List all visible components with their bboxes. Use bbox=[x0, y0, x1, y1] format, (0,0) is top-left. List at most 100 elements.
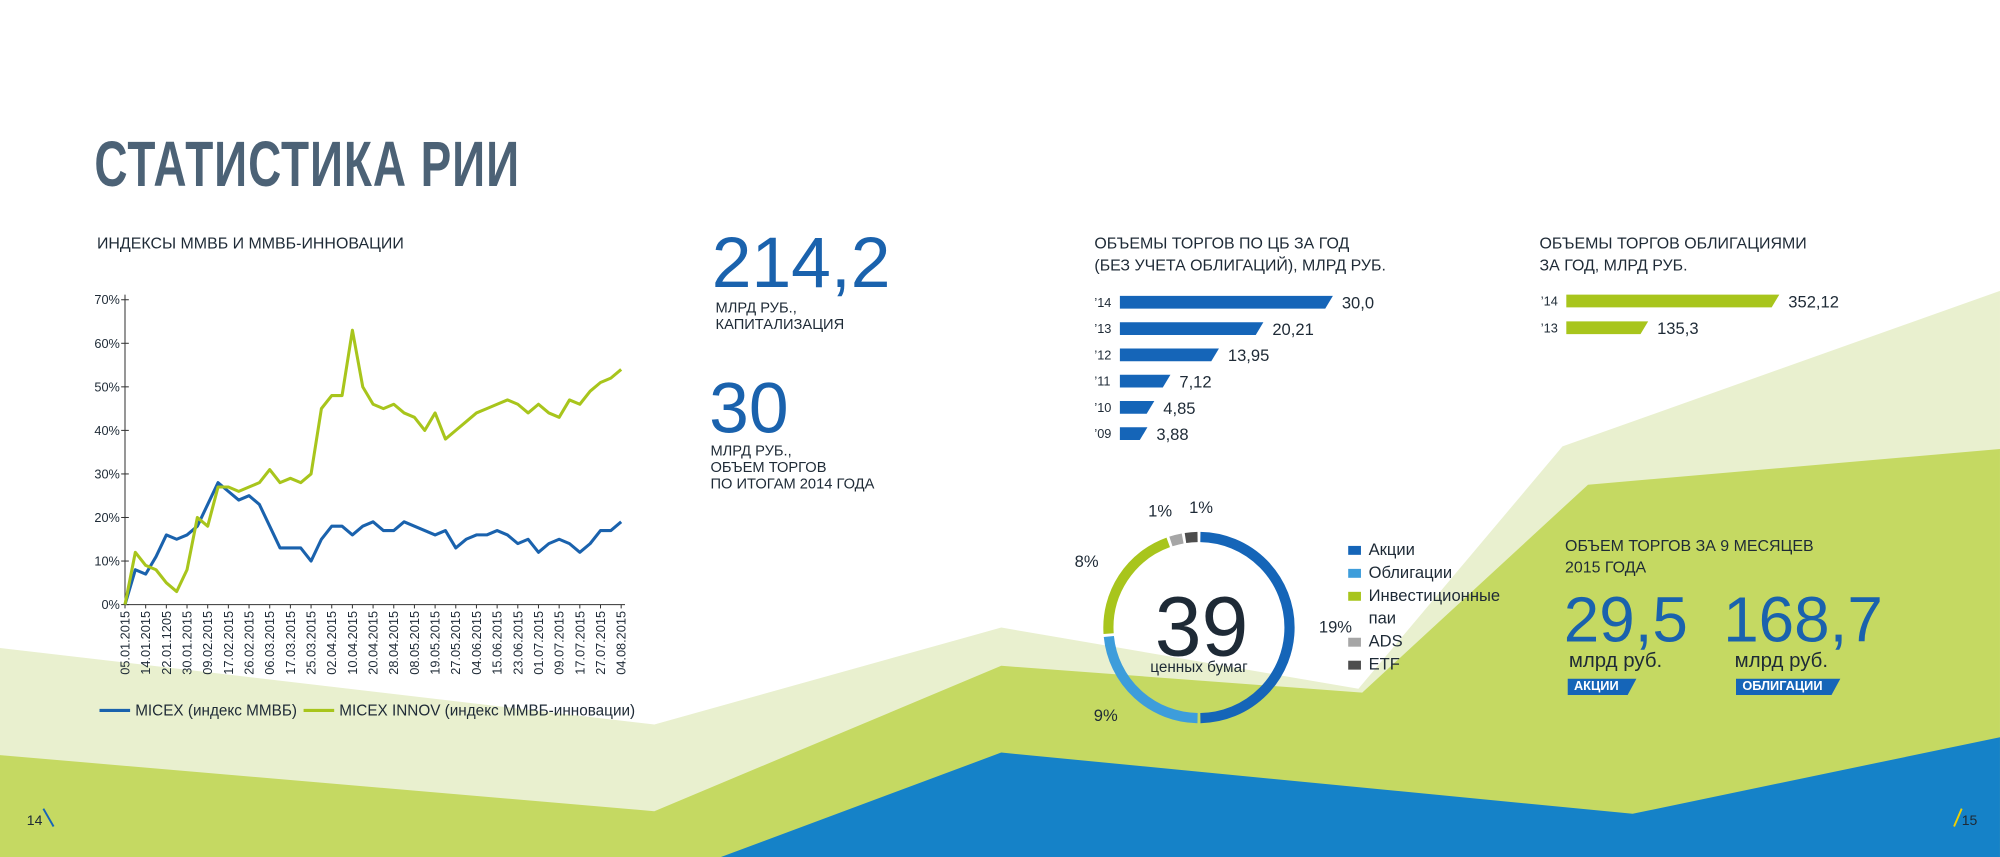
legend-swatch bbox=[1348, 660, 1361, 670]
x-tick-label: 17.07.2015 bbox=[572, 611, 587, 675]
y-tick-label: 0% bbox=[101, 597, 119, 612]
highlight-label: МЛРД РУБ., КАПИТАЛИЗАЦИЯ bbox=[715, 301, 845, 333]
x-tick-label: 27.07.2015 bbox=[593, 611, 608, 675]
value-label: 1% bbox=[1189, 498, 1213, 517]
bar bbox=[1119, 295, 1333, 309]
nine-months-tag: ОБЛИГАЦИИ bbox=[1736, 679, 1840, 696]
bg-blue bbox=[721, 737, 2000, 857]
legend-entry: Акции bbox=[1348, 538, 1501, 561]
x-tick-label: 19.05.2015 bbox=[428, 611, 443, 675]
highlight-value: 214,2 bbox=[711, 221, 891, 303]
category-label: ’12 bbox=[1094, 347, 1111, 362]
y-tick-label: 10% bbox=[94, 554, 120, 569]
legend-entry: ADS bbox=[1348, 630, 1501, 653]
legend-label: ETF bbox=[1368, 654, 1400, 674]
value-label: 8% bbox=[1075, 552, 1099, 571]
category-label: ’14 bbox=[1541, 293, 1558, 308]
value-label: 135,3 bbox=[1657, 319, 1699, 338]
page-mark bbox=[42, 808, 55, 827]
nine-months-title: ОБЪЕМ ТОРГОВ ЗА 9 МЕСЯЦЕВ 2015 ГОДА bbox=[1565, 536, 1814, 577]
donut-segment bbox=[1169, 533, 1184, 547]
category-label: ’13 bbox=[1541, 320, 1558, 335]
category-label: ’09 bbox=[1094, 426, 1111, 441]
category-label: ’14 bbox=[1094, 295, 1111, 310]
x-tick-label: 28.04.2015 bbox=[386, 611, 401, 675]
legend-label: Инвестиционные паи bbox=[1368, 585, 1501, 628]
bar bbox=[1119, 374, 1171, 388]
y-tick-label: 50% bbox=[94, 379, 120, 394]
legend-label: MICEX INNOV (индекс ММВБ-инновации) bbox=[339, 703, 635, 720]
y-tick-label: 30% bbox=[94, 466, 120, 481]
value-label: 19% bbox=[1319, 618, 1352, 637]
x-tick-label: 23.06.2015 bbox=[510, 611, 525, 675]
value-label: 3,88 bbox=[1156, 425, 1188, 444]
legend-swatch bbox=[1348, 591, 1361, 601]
value-label: 30,0 bbox=[1342, 294, 1374, 313]
series-line bbox=[123, 328, 623, 605]
x-tick-label: 17.02.2015 bbox=[221, 611, 236, 675]
chart-title: ИНДЕКСЫ ММВБ И ММВБ-ИННОВАЦИИ bbox=[96, 234, 404, 253]
nine-months-unit: млрд руб. bbox=[1568, 650, 1663, 673]
highlight-value: 30 bbox=[709, 367, 789, 448]
bg-green bbox=[0, 448, 2000, 857]
x-tick-label: 22.01.1205 bbox=[159, 611, 174, 675]
x-tick-label: 09.07.2015 bbox=[552, 611, 567, 675]
legend-entry: Облигации bbox=[1348, 561, 1501, 584]
x-tick-label: 04.08.2015 bbox=[614, 611, 629, 675]
donut-segment bbox=[1184, 531, 1198, 544]
x-tick-label: 25.03.2015 bbox=[304, 611, 319, 675]
legend-label: ADS bbox=[1368, 631, 1403, 651]
page-number: 15 bbox=[1961, 813, 1978, 830]
bar bbox=[1119, 427, 1148, 441]
page-number: 14 bbox=[26, 813, 43, 830]
value-label: 1% bbox=[1148, 501, 1172, 520]
x-tick-label: 02.04.2015 bbox=[324, 611, 339, 675]
value-label: 352,12 bbox=[1788, 292, 1839, 311]
nine-months-value: 168,7 bbox=[1723, 584, 1883, 656]
bar bbox=[1566, 321, 1649, 335]
x-tick-label: 06.03.2015 bbox=[262, 611, 277, 675]
legend-label: Облигации bbox=[1368, 562, 1453, 582]
category-label: ’13 bbox=[1094, 321, 1111, 336]
x-tick-label: 27.05.2015 bbox=[448, 611, 463, 675]
category-label: ’11 bbox=[1094, 374, 1110, 389]
donut-segment bbox=[1103, 635, 1198, 724]
x-tick-label: 14.01.2015 bbox=[138, 611, 153, 675]
y-tick-label: 40% bbox=[94, 423, 120, 438]
value-label: 4,85 bbox=[1163, 399, 1195, 418]
nine-months-unit: млрд руб. bbox=[1734, 650, 1828, 673]
x-tick-label: 09.02.2015 bbox=[200, 611, 215, 675]
value-label: 9% bbox=[1094, 706, 1118, 725]
x-tick-label: 10.04.2015 bbox=[345, 611, 360, 675]
value-label: 20,21 bbox=[1272, 320, 1314, 339]
legend-label: MICEX (индекс ММВБ) bbox=[135, 703, 297, 720]
donut-segment bbox=[1103, 537, 1171, 634]
y-tick-label: 60% bbox=[94, 336, 120, 351]
bar bbox=[1119, 348, 1219, 362]
bar bbox=[1119, 401, 1155, 414]
nine-months-value: 29,5 bbox=[1563, 584, 1688, 656]
x-tick-label: 17.03.2015 bbox=[283, 611, 298, 675]
x-tick-label: 26.02.2015 bbox=[242, 611, 257, 675]
bar bbox=[1566, 294, 1780, 308]
legend-swatch bbox=[1348, 545, 1361, 555]
legend: Акции Облигации Инвестиционные паи ADS ETF bbox=[1348, 538, 1501, 676]
donut-segment bbox=[1200, 531, 1295, 724]
x-tick-label: 04.06.2015 bbox=[469, 611, 484, 675]
series-line bbox=[123, 481, 623, 606]
category-label: ’10 bbox=[1094, 400, 1111, 415]
legend-swatch bbox=[1348, 568, 1361, 578]
legend-entry: Инвестиционные паи bbox=[1348, 584, 1501, 630]
x-tick-label: 01.07.2015 bbox=[531, 611, 546, 675]
x-tick-label: 30.01.2015 bbox=[179, 611, 194, 675]
center-label: ценных бумаг bbox=[1150, 659, 1248, 676]
x-tick-label: 08.05.2015 bbox=[407, 611, 422, 675]
x-tick-label: 15.06.2015 bbox=[490, 611, 505, 675]
center-value: 39 bbox=[1155, 580, 1249, 674]
nine-months-tag: АКЦИИ bbox=[1568, 679, 1637, 696]
value-label: 7,12 bbox=[1179, 372, 1211, 391]
